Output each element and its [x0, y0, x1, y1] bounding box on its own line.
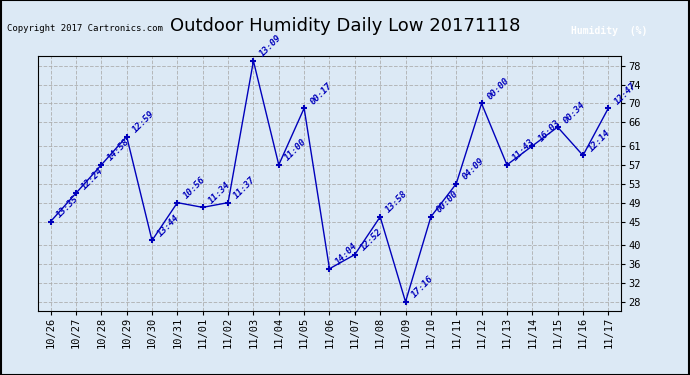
Text: 17:16: 17:16 [410, 274, 435, 300]
Text: 16:03: 16:03 [536, 118, 562, 144]
Text: 12:14: 12:14 [587, 128, 613, 153]
Text: 13:09: 13:09 [257, 33, 283, 59]
Text: 04:09: 04:09 [460, 156, 486, 182]
Text: 12:47: 12:47 [613, 81, 638, 106]
Text: 11:43: 11:43 [511, 137, 536, 163]
Text: 11:37: 11:37 [233, 175, 257, 201]
Text: 11:00: 11:00 [283, 137, 308, 163]
Text: 13:35: 13:35 [55, 194, 80, 219]
Text: 00:17: 00:17 [308, 81, 334, 106]
Text: 12:24: 12:24 [80, 166, 106, 191]
Text: 12:59: 12:59 [131, 109, 156, 134]
Text: 13:58: 13:58 [384, 189, 410, 214]
Text: Outdoor Humidity Daily Low 20171118: Outdoor Humidity Daily Low 20171118 [170, 17, 520, 35]
Text: 10:56: 10:56 [181, 175, 207, 201]
Text: 13:44: 13:44 [156, 213, 181, 238]
Text: 00:00: 00:00 [435, 189, 460, 214]
Text: 12:52: 12:52 [359, 227, 384, 252]
Text: 14:04: 14:04 [334, 241, 359, 267]
Text: 00:34: 00:34 [562, 99, 587, 125]
Text: Copyright 2017 Cartronics.com: Copyright 2017 Cartronics.com [7, 24, 163, 33]
Text: 00:00: 00:00 [486, 76, 511, 101]
Text: Humidity  (%): Humidity (%) [571, 26, 647, 36]
Text: 14:58: 14:58 [106, 137, 131, 163]
Text: 11:34: 11:34 [207, 180, 233, 205]
